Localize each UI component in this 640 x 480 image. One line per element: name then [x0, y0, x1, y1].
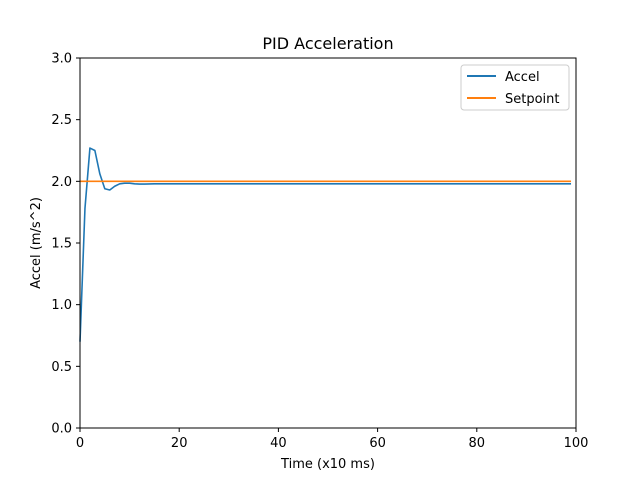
series-line-accel: [79, 147, 572, 342]
y-tick-label: 2.0: [51, 175, 72, 190]
y-tick-label: 0.0: [51, 422, 72, 437]
x-tick-label: 0: [76, 436, 84, 451]
y-axis-title: Accel (m/s^2): [29, 197, 44, 289]
x-tick-label: 100: [564, 436, 589, 451]
plot-area: [80, 58, 576, 428]
x-tick-label: 40: [270, 436, 287, 451]
y-axis: 0.0 0.5 1.0 1.5 2.0 2.5 3.0: [51, 52, 80, 437]
x-axis-title: Time (x10 ms): [280, 457, 375, 472]
legend-label-accel: Accel: [505, 70, 540, 85]
legend-label-setpoint: Setpoint: [505, 92, 560, 107]
y-tick-label: 0.5: [51, 360, 72, 375]
legend: Accel Setpoint: [460, 64, 570, 111]
y-tick-label: 2.5: [51, 113, 72, 128]
x-tick-label: 60: [369, 436, 386, 451]
chart-title: PID Acceleration: [262, 34, 393, 53]
x-tick-label: 20: [171, 436, 188, 451]
x-tick-label: 80: [469, 436, 486, 451]
y-tick-label: 1.5: [51, 237, 72, 252]
series-layer: [79, 147, 572, 342]
y-tick-label: 1.0: [51, 298, 72, 313]
y-tick-label: 3.0: [51, 52, 72, 67]
x-axis: 0 20 40 60 80 100: [76, 428, 589, 451]
